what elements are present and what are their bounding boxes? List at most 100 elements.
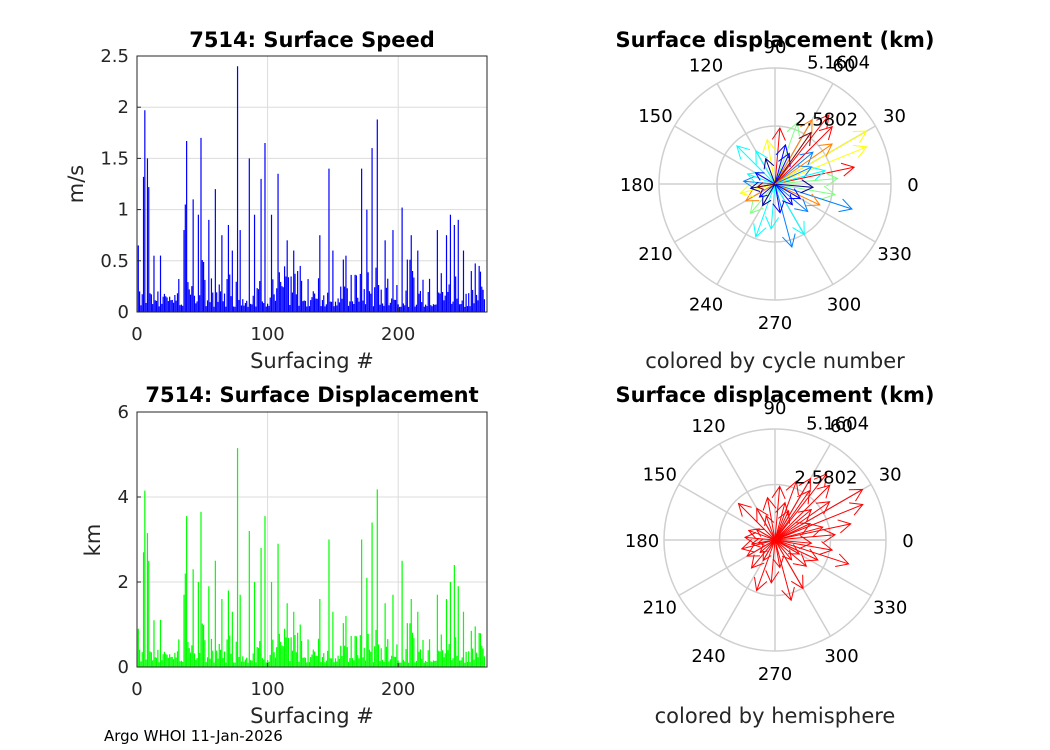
pc-vector-head [786,121,800,137]
pc-ring-label: 5.1604 [807,53,870,74]
ph-vector-head [798,477,812,493]
pc-vector [774,127,781,185]
pc-vector [745,183,776,202]
pc-vector-head [799,151,814,166]
ph-vector [774,534,836,541]
ph-vector [774,501,830,541]
pc-vector [774,170,826,185]
ph-vector-head [816,484,831,499]
ph-vector [756,539,776,591]
ph-angle-label: 0 [902,531,913,552]
pc-vector-head [756,182,765,190]
pc-angle-label: 0 [907,175,918,196]
pc-vector-head [818,143,833,157]
ph-vector-head [819,541,834,555]
pc-vector [774,183,814,188]
ph-vector-head [737,502,752,517]
displacement-axes-box [136,411,488,668]
ph-vector-head [835,553,850,567]
speed-tick-labels: 0 100 200 0 0.5 1 1.5 2 2.5 [100,46,415,345]
disp-ytick-label: 0 [118,657,129,678]
pc-vector [757,183,776,188]
ph-vector [774,539,781,568]
pc-vector [755,183,776,237]
pc-angle-label: 210 [638,244,672,265]
pc-vector-head [794,198,809,213]
pc-vector [759,183,776,198]
ph-vector [767,497,776,541]
disp-ytick-label: 4 [118,487,129,508]
polar-hemisphere-subtitle: colored by hemisphere [655,704,896,728]
polar-cycle-subtitle: colored by cycle number [645,349,905,373]
pc-angle-label: 30 [883,106,906,127]
ph-vector-head [804,548,819,562]
ph-vector [774,539,792,561]
speed-title: 7514: Surface Speed [189,28,435,52]
pc-vector [762,183,776,206]
ph-vector [774,504,863,541]
pc-vector-head [749,199,764,215]
speed-xtick-label: 200 [381,324,415,345]
pc-vector-head [765,216,780,230]
ph-vector [770,539,776,583]
pc-vector-head [739,183,754,198]
ph-vector [756,528,776,541]
ph-vector-head [781,549,793,561]
pc-vector [774,178,838,185]
displacement-plot-area [137,412,487,667]
pc-vector [740,183,776,194]
speed-ytick-label: 2.5 [100,46,129,67]
polar-hemisphere-title: Surface displacement (km) [615,383,934,407]
pc-vector [743,180,776,185]
ph-vector-head [797,489,811,505]
ph-vector-head [759,545,768,554]
ph-vector-head [746,544,760,557]
pc-vector [774,126,833,185]
speed-xlabel: Surfacing # [250,349,374,373]
ph-angle-label: 150 [643,465,677,486]
pc-vector [774,183,781,213]
ph-vector [746,539,776,557]
ph-vector [774,526,823,541]
pc-angle-label: 240 [689,295,723,316]
ph-vector [759,539,776,553]
ph-vector [744,536,776,541]
ph-vector-head [837,519,852,534]
ph-vector-head [785,480,799,495]
pc-vector [774,183,805,235]
pc-angle-label: 270 [758,313,792,334]
pc-angle-label: 300 [827,295,861,316]
pc-vector-head [736,145,751,160]
ph-vector-head [750,554,765,569]
pc-vector-head [800,118,813,134]
pc-vector [774,151,814,185]
pc-vector-head [797,165,813,179]
ph-vector [774,539,800,555]
ph-vector-head [754,576,768,592]
pc-angle-label: 90 [764,37,787,58]
ph-vector [774,481,797,541]
pc-vector [774,122,798,185]
pc-vector [774,146,867,185]
speed-ytick-label: 1.5 [100,148,129,169]
ph-vector-head [740,539,756,553]
ph-vector-head [813,473,828,488]
polar-cycle-title: Surface displacement (km) [615,28,934,52]
ph-vector [762,539,776,561]
pc-angle-label: 180 [620,175,654,196]
pc-vector-head [840,162,856,177]
ph-vector [748,529,776,541]
pc-vector [774,144,786,185]
ph-vector-head [756,507,769,523]
ph-angle-label: 210 [643,598,677,619]
ph-angle-label: 270 [758,664,792,685]
disp-ytick-label: 6 [118,402,129,423]
pc-vector-head [853,144,868,158]
ph-vector [774,473,828,541]
speed-plot-area [137,56,487,312]
ph-angle-label: 90 [764,398,787,419]
pc-angle-label: 60 [833,55,856,76]
speed-ytick-label: 0 [118,302,129,323]
ph-vector-head [772,556,784,569]
ph-vector [774,484,831,541]
